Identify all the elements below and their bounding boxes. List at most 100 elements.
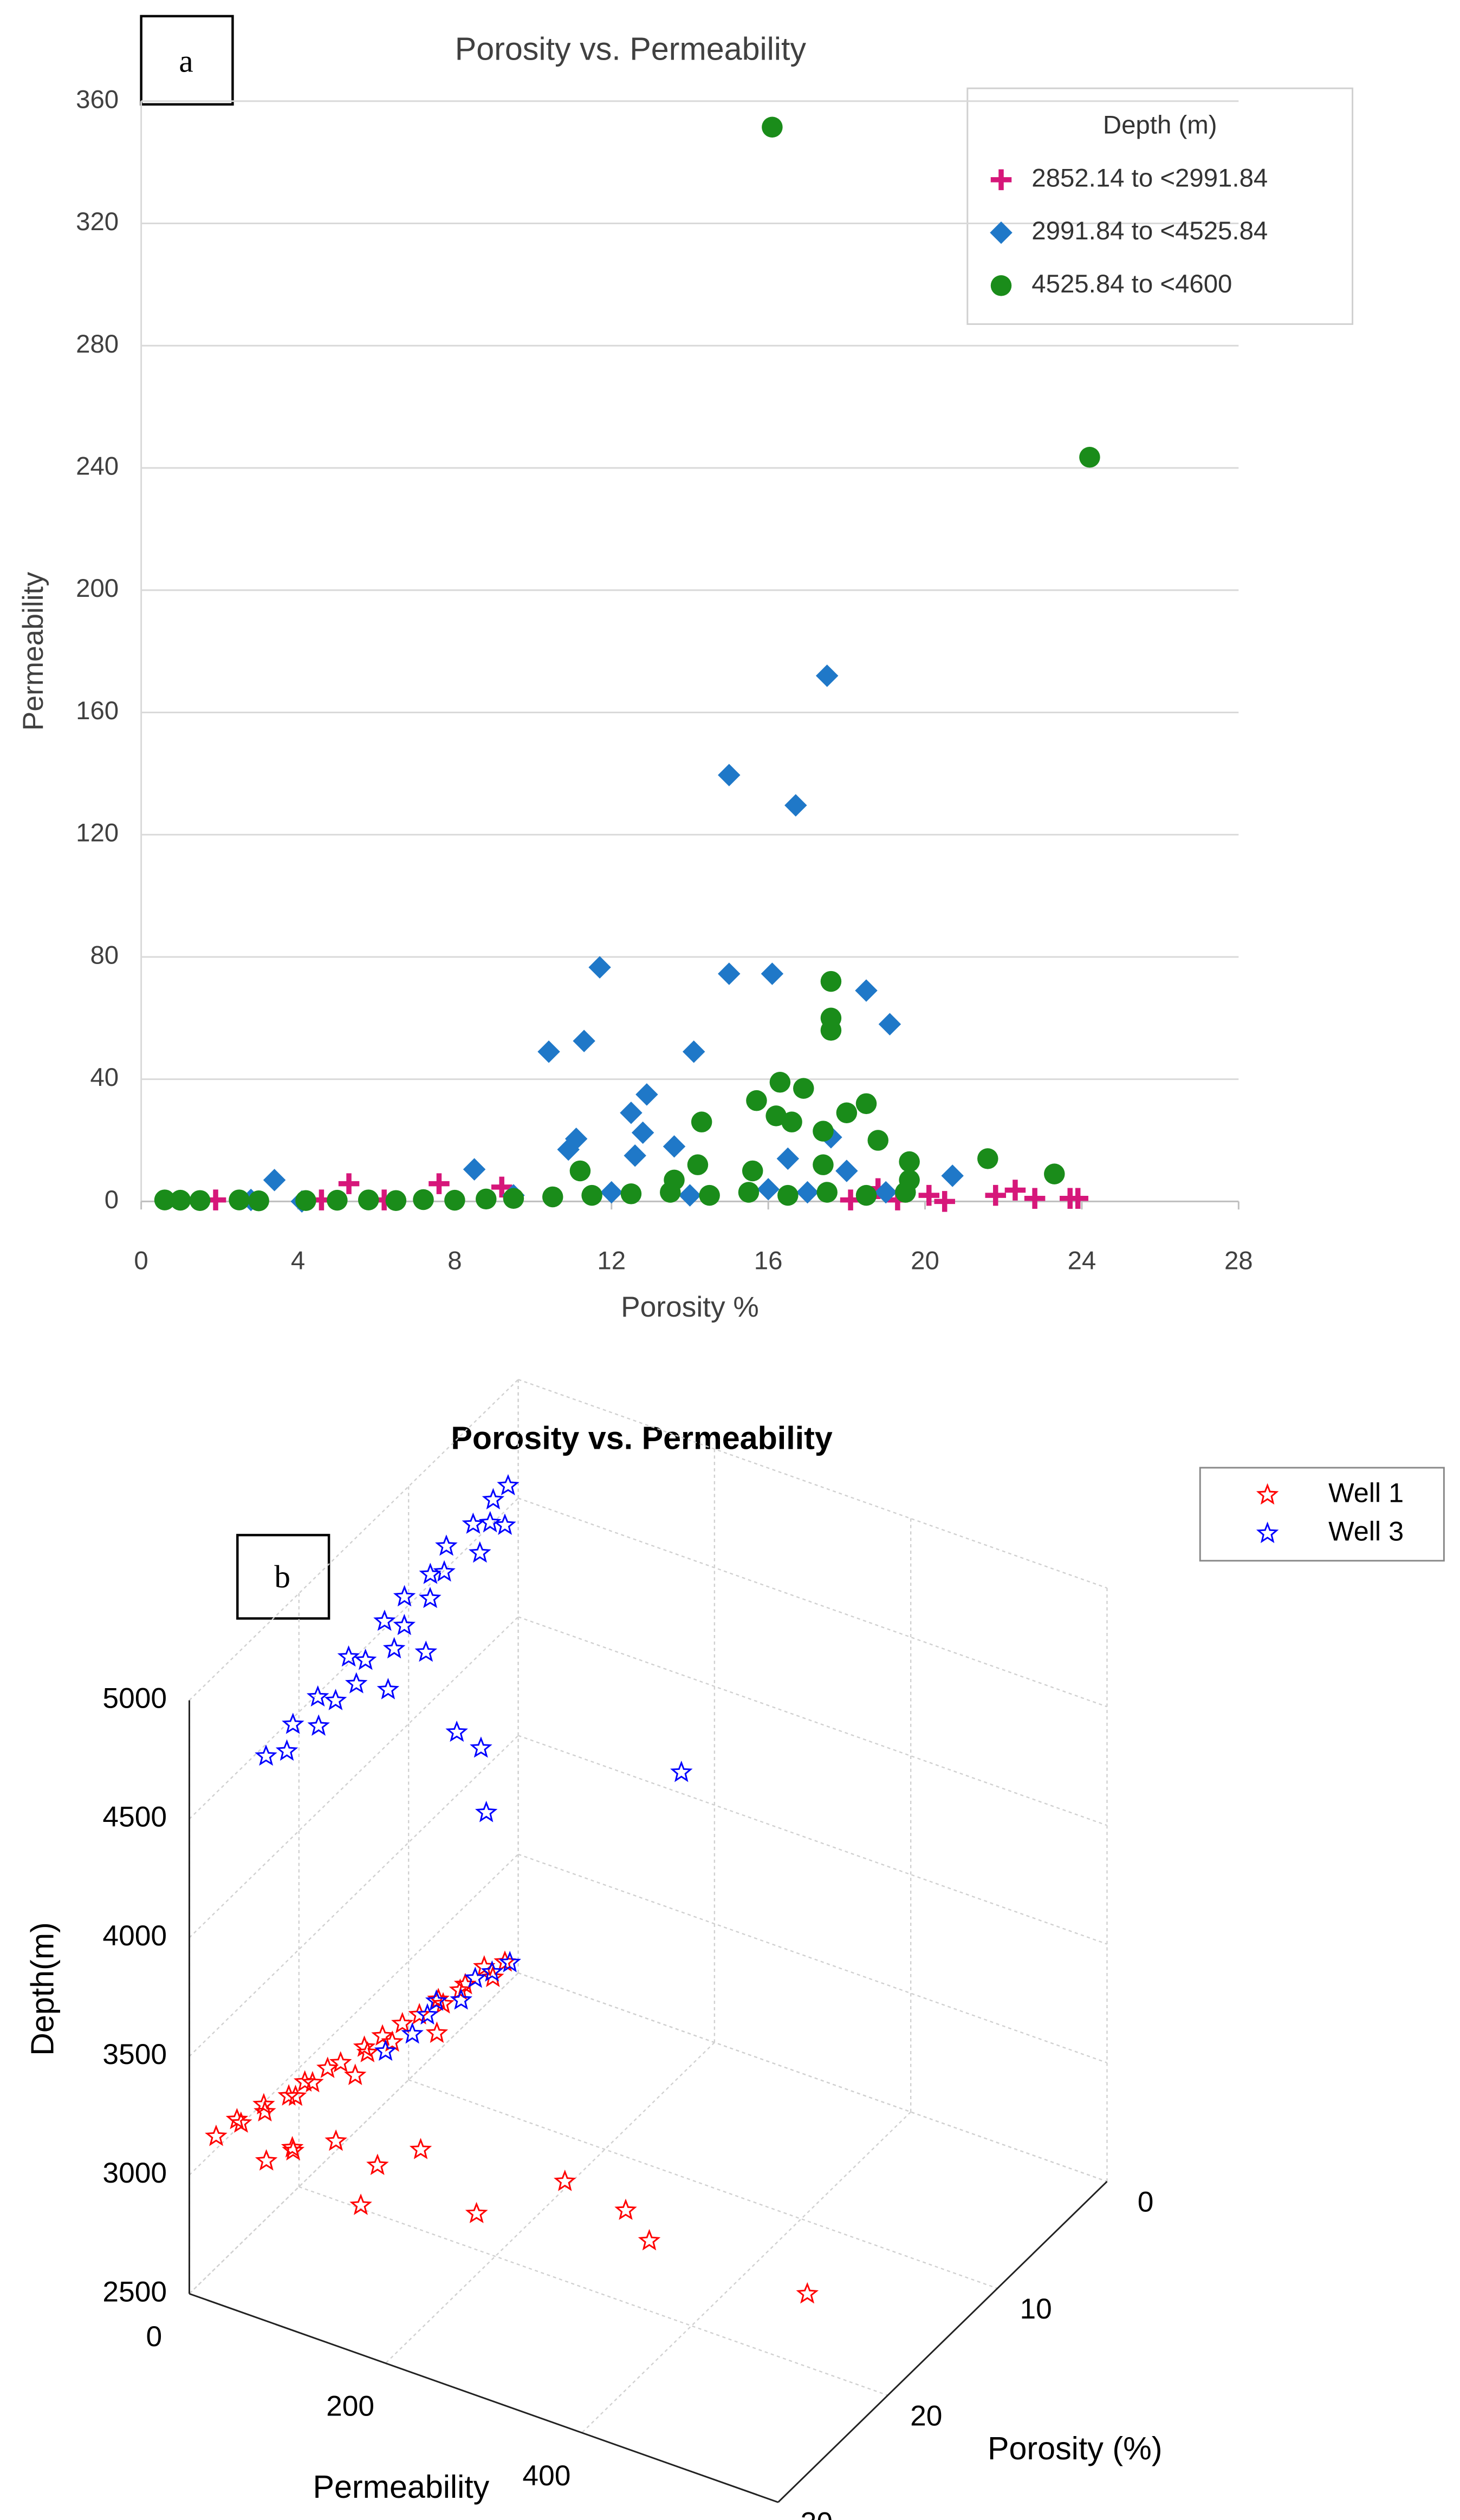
point [463,1158,486,1181]
point [554,2170,576,2191]
point [254,2100,276,2122]
y-tick-label: 0 [105,1186,119,1214]
point [205,2124,228,2146]
z-tick-label: 5000 [102,1683,167,1715]
point [284,2085,307,2106]
point [816,1182,838,1203]
y-tick-label: 80 [90,941,119,969]
point [1059,1188,1081,1209]
point [776,1147,800,1170]
point [356,2041,379,2062]
point [468,1541,491,1563]
point [491,1176,512,1198]
point [295,1190,316,1211]
point [393,1585,416,1607]
legend-box [1199,1467,1445,1562]
z-axis-label: Depth(m) [24,1922,61,2056]
point [444,1189,465,1211]
point [542,1186,563,1208]
point [895,1182,916,1203]
point [324,1689,347,1710]
x-tick-label: 8 [447,1246,462,1275]
y-tick-label: 10 [1020,2293,1052,2325]
x-tick-label: 0 [134,1246,148,1275]
point [781,1111,802,1132]
point [345,1672,368,1694]
point [934,1191,955,1212]
point [573,1030,595,1052]
point [189,1190,211,1211]
point [941,1164,964,1187]
legend-label: Well 3 [1328,1516,1404,1547]
x-tick-label: 20 [911,1246,939,1275]
point [248,1190,269,1212]
point [793,1078,814,1099]
legend-label: 2852.14 to <2991.84 [1031,164,1268,192]
point [275,1739,299,1761]
point [478,1510,502,1533]
point [353,2035,376,2057]
panel-label-box [140,15,234,106]
legend-box [966,87,1354,325]
point [433,1560,456,1582]
point [498,1951,521,1972]
point [855,1093,877,1115]
point [435,1534,458,1556]
grid-line [518,1379,1107,1589]
x-tick-label: 400 [522,2460,570,2492]
point [307,1714,330,1736]
point [408,2003,431,2025]
point [327,1189,348,1211]
point [343,2063,367,2085]
point [255,2149,278,2171]
legend-title: Depth (m) [1103,111,1217,140]
point [391,2011,414,2034]
point [482,1488,505,1510]
point [281,2135,304,2158]
x-tick-label: 4 [291,1246,305,1275]
point [855,979,878,1002]
point [301,2070,324,2093]
legend-marker [990,169,1012,191]
grid-line [518,1853,1107,2063]
legend-label: Well 1 [1328,1477,1404,1508]
point [338,1173,360,1194]
z-tick-label: 2500 [102,2276,167,2308]
point [796,2282,819,2304]
point [476,1188,497,1210]
y-axis-label: Permeability [17,572,49,731]
grid-line [408,2079,998,2289]
point [425,2021,449,2043]
point [429,1173,450,1194]
point [255,1744,277,1766]
point [462,1512,485,1534]
point [867,1130,888,1151]
y-tick-label: 30 [801,2507,833,2520]
point [450,1988,472,2010]
point [306,1685,329,1707]
x-tick-label: 12 [597,1246,626,1275]
point [699,1184,720,1206]
point [475,1800,498,1822]
point [1024,1188,1046,1209]
legend-label: 4525.84 to <4600 [1031,270,1232,298]
point [349,2193,372,2215]
point [464,1966,487,1988]
point [1004,1180,1026,1201]
point [481,1960,504,1982]
point [738,1182,760,1203]
point [366,2153,389,2176]
point [836,1102,858,1123]
chart-title: Porosity vs. Permeability [455,31,807,67]
point [691,1111,712,1132]
legend-marker [1256,1521,1279,1544]
point [624,1144,646,1167]
point [874,1181,897,1204]
point [445,1720,468,1742]
point [581,1184,602,1206]
point [620,1102,643,1124]
point [769,1072,791,1093]
point [329,2051,352,2073]
